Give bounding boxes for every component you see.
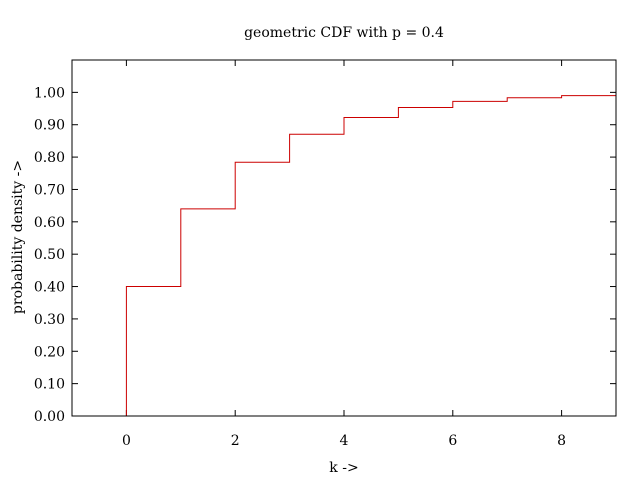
y-tick-label: 0.60 [34,215,65,231]
plot-frame [71,59,617,417]
x-tick-label: 8 [557,433,566,449]
y-ticks: 0.00 0.10 0.20 0.30 0.40 0.50 0.60 0.70 0.80 0.90… [34,85,616,425]
x-ticks: 0 2 4 6 8 [122,60,566,449]
x-tick-label: 0 [122,433,131,449]
y-tick-label: 0.40 [34,280,65,296]
x-tick-label: 4 [340,433,349,449]
y-tick-label: 0.70 [34,182,65,198]
y-tick-label: 0.00 [34,409,65,425]
y-tick-label: 1.00 [34,85,65,101]
chart-title: geometric CDF with p = 0.4 [244,25,444,41]
y-tick-label: 0.10 [34,377,65,393]
y-tick-label: 0.30 [34,312,65,328]
y-tick-label: 0.50 [34,247,65,263]
y-tick-label: 0.20 [34,344,65,360]
y-tick-label: 0.80 [34,150,65,166]
y-axis-label: probability density -> [10,160,26,314]
cdf-step-line [125,94,617,416]
x-axis-label: k -> [329,460,358,476]
x-tick-label: 2 [231,433,240,449]
y-tick-label: 0.90 [34,118,65,134]
plot-series [125,94,617,416]
x-tick-label: 6 [448,433,457,449]
